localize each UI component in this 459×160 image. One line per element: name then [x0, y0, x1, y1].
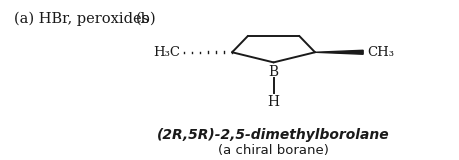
Text: (2R,5R)-2,5-dimethylborolane: (2R,5R)-2,5-dimethylborolane	[157, 128, 389, 142]
Text: H: H	[267, 95, 279, 109]
Text: (b): (b)	[136, 12, 156, 25]
Text: H₃C: H₃C	[153, 46, 180, 59]
Text: CH₃: CH₃	[366, 46, 393, 59]
Text: (a chiral borane): (a chiral borane)	[218, 144, 328, 157]
Polygon shape	[314, 50, 362, 54]
Text: (a) HBr, peroxides: (a) HBr, peroxides	[14, 12, 149, 26]
Text: B: B	[268, 65, 278, 80]
